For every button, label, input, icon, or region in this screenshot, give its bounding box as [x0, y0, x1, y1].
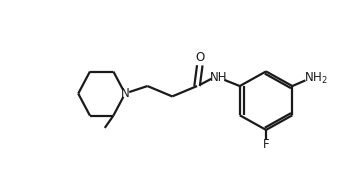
Text: NH: NH	[210, 71, 227, 84]
Text: O: O	[195, 51, 204, 64]
Text: N: N	[121, 87, 129, 100]
Text: NH$_2$: NH$_2$	[304, 71, 328, 86]
Text: F: F	[263, 138, 269, 150]
